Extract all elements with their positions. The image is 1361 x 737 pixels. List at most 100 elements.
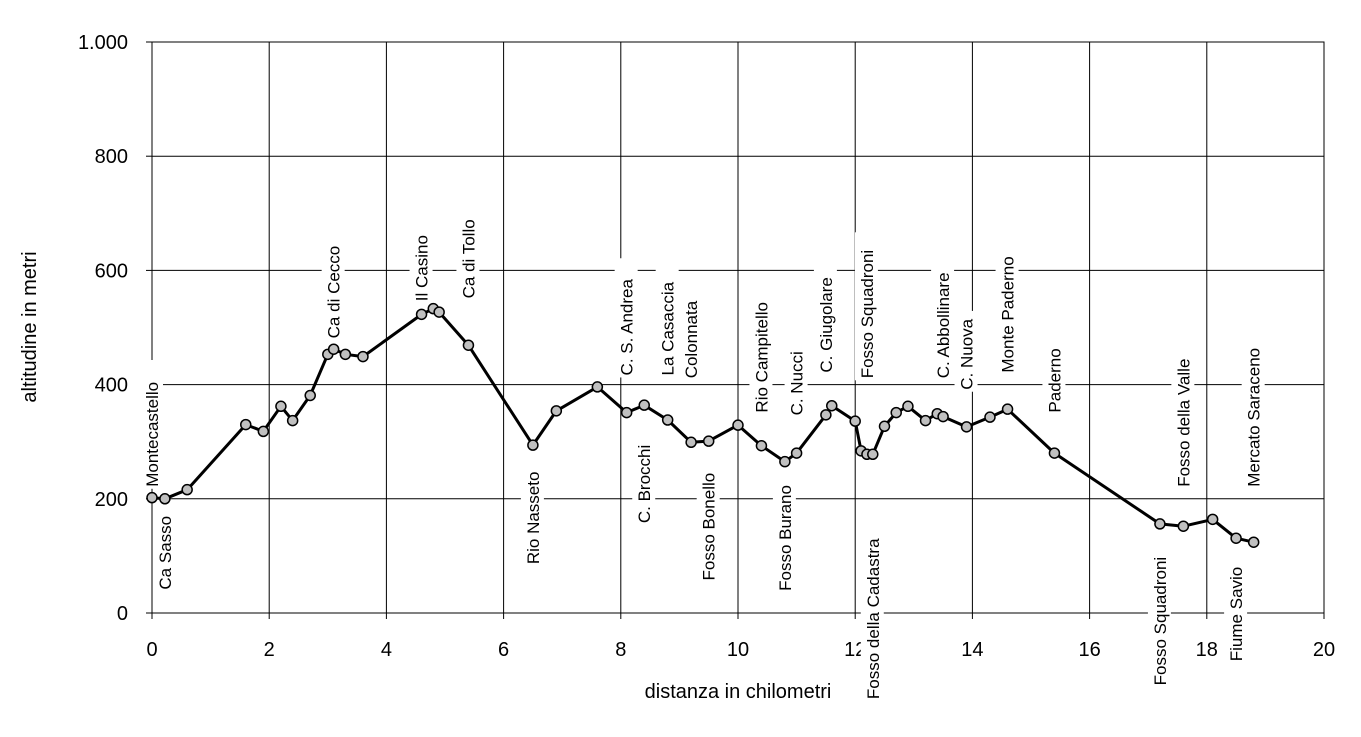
data-point-25 (755, 439, 768, 452)
data-point-24 (732, 419, 744, 431)
place-label-10: Fosso Bonello (696, 453, 720, 583)
data-point-20 (638, 399, 650, 411)
place-label-bg (409, 212, 433, 304)
place-label-text: C. Abbollinare (934, 272, 953, 378)
place-label-text: Monte Paderno (999, 256, 1018, 372)
place-label-6: C. S. Andrea (614, 258, 638, 378)
place-label-text: Fosso Burano (776, 485, 795, 591)
place-label-text: Fosso Squadroni (858, 250, 877, 379)
data-point-3 (240, 418, 252, 431)
x-axis-ticks: 0 2 4 6 8 10 12 14 16 18 20 (146, 613, 1335, 661)
data-point-41 (984, 411, 996, 423)
place-label-text: C. S. Andrea (618, 279, 637, 376)
place-label-bg (140, 359, 163, 489)
data-point-26 (779, 455, 791, 468)
data-point-36 (902, 400, 914, 413)
y-axis-title: altitudine in metri (19, 251, 41, 402)
place-label-13: C. Nucci (784, 336, 808, 418)
data-point-1 (159, 493, 171, 505)
x-tick-label-4: 8 (615, 639, 626, 661)
place-label-text: Fosso Bonello (700, 473, 719, 581)
place-label-2: Ca di Cecco (321, 230, 345, 341)
data-point-10 (339, 348, 352, 361)
place-label-text: C. Nuova (958, 318, 977, 389)
x-tick-label-7: 14 (961, 639, 983, 661)
place-label-text: Colonnata (682, 300, 701, 378)
data-point-40 (960, 421, 973, 433)
place-label-text: C. Brocchi (635, 445, 654, 523)
data-point-29 (826, 399, 838, 412)
place-label-bg (152, 510, 176, 592)
place-label-0: Montecastello (140, 359, 163, 489)
place-label-bg (784, 336, 808, 418)
data-point-19 (620, 406, 633, 419)
data-point-47 (1230, 532, 1242, 544)
data-point-48 (1247, 536, 1260, 548)
place-label-bg (813, 255, 837, 375)
y-tick-label-3: 600 (95, 260, 128, 282)
data-point-44 (1154, 518, 1166, 530)
data-point-14 (433, 306, 445, 318)
place-label-7: C. Brocchi (632, 425, 656, 526)
place-label-12: Fosso Burano (772, 473, 796, 593)
place-label-text: Ca di Tollo (459, 219, 478, 298)
data-point-27 (790, 447, 803, 459)
data-point-39 (937, 410, 949, 423)
place-label-text: Fiume Savio (1227, 567, 1246, 661)
place-label-20: Paderno (1042, 343, 1066, 415)
x-tick-label-2: 4 (381, 639, 392, 661)
data-point-5 (275, 400, 287, 413)
place-label-text: Fosso Squadroni (1151, 557, 1170, 686)
y-tick-label-0: 0 (117, 603, 128, 625)
place-label-16: Fosso della Cadastra (860, 505, 884, 702)
place-label-text: Montecastello (143, 382, 162, 487)
place-label-bg (321, 230, 345, 341)
x-tick-label-0: 0 (146, 639, 157, 661)
place-label-bg (632, 425, 656, 526)
data-point-17 (550, 405, 563, 417)
place-label-bg (1171, 321, 1195, 489)
y-tick-label-4: 800 (95, 146, 128, 168)
x-tick-label-8: 16 (1078, 639, 1100, 661)
data-point-22 (685, 436, 697, 449)
data-point-12 (415, 308, 428, 321)
place-label-8: La Casaccia (655, 267, 679, 378)
y-tick-label-1: 200 (95, 489, 128, 511)
place-label-text: Mercato Saraceno (1245, 348, 1264, 487)
place-label-14: C. Giugolare (813, 255, 837, 375)
place-label-3: Il Casino (409, 212, 433, 304)
x-tick-label-6: 12 (844, 639, 866, 661)
data-point-37 (919, 414, 932, 427)
place-label-5: Rio Nasseto (520, 456, 544, 567)
data-point-6 (286, 414, 299, 427)
x-tick-label-5: 10 (727, 639, 749, 661)
place-label-17: C. Abbollinare (931, 241, 955, 381)
place-label-text: La Casaccia (659, 281, 678, 375)
data-point-23 (702, 435, 715, 447)
place-label-bg (1042, 343, 1066, 415)
place-label-4: Ca di Tollo (456, 190, 480, 301)
place-label-text: C. Nucci (788, 351, 807, 415)
place-label-text: Ca Sasso (156, 516, 175, 590)
data-point-15 (462, 339, 475, 351)
x-tick-label-1: 2 (264, 639, 275, 661)
data-point-4 (257, 425, 270, 438)
data-point-9 (327, 343, 340, 355)
data-point-42 (1001, 403, 1014, 415)
place-label-9: Colonnata (679, 289, 703, 381)
place-label-bg (860, 505, 884, 702)
place-label-text: Rio Campitello (752, 302, 771, 413)
x-axis-title: distanza in chilometri (645, 681, 832, 703)
place-label-18: C. Nuova (954, 310, 978, 392)
y-tick-label-2: 400 (95, 375, 128, 397)
place-label-text: Rio Nasseto (524, 472, 543, 565)
data-point-33 (867, 448, 879, 461)
data-point-28 (820, 409, 832, 421)
place-label-bg (749, 276, 773, 415)
place-label-22: Fosso della Valle (1171, 321, 1195, 489)
place-label-bg (995, 245, 1019, 375)
data-point-30 (849, 415, 861, 427)
place-label-bg (696, 453, 720, 583)
place-label-bg (456, 190, 480, 301)
y-axis-ticks: 0 200 400 600 800 1.000 (78, 32, 152, 625)
